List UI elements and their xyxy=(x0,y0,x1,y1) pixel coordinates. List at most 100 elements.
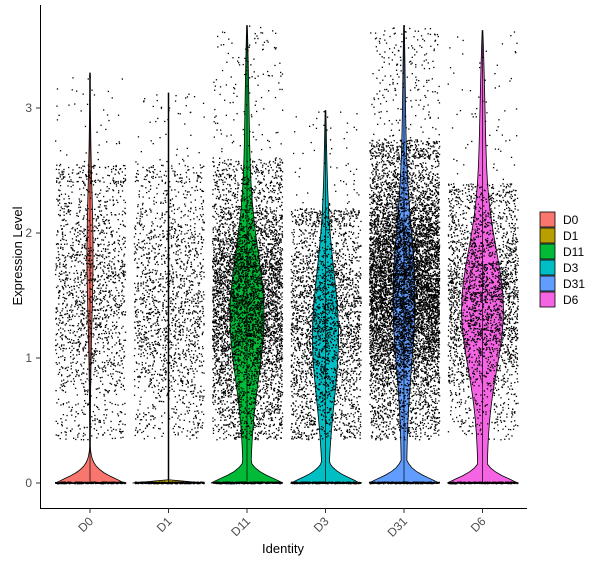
data-point xyxy=(99,298,101,301)
data-point xyxy=(248,387,251,389)
data-point xyxy=(113,328,116,330)
data-point xyxy=(176,276,178,279)
data-point xyxy=(241,228,244,230)
data-point xyxy=(88,169,90,171)
data-point xyxy=(277,163,279,165)
data-point xyxy=(61,208,63,210)
data-point xyxy=(188,245,190,247)
data-point xyxy=(179,332,181,334)
data-point xyxy=(153,203,155,205)
data-point xyxy=(102,347,104,349)
data-point xyxy=(143,254,145,256)
data-point xyxy=(97,263,99,266)
data-point xyxy=(78,176,81,179)
data-point xyxy=(97,365,99,367)
data-point xyxy=(141,262,143,264)
data-point xyxy=(76,300,78,303)
data-point xyxy=(194,311,196,313)
data-point xyxy=(58,318,60,320)
data-point xyxy=(275,232,277,235)
data-point xyxy=(56,323,58,325)
data-point xyxy=(240,195,242,197)
data-point xyxy=(146,312,148,315)
data-point xyxy=(101,261,103,263)
data-point xyxy=(159,428,161,430)
data-point xyxy=(99,291,101,293)
data-point xyxy=(107,336,110,338)
data-point xyxy=(148,313,150,315)
data-point xyxy=(152,247,154,249)
data-point xyxy=(173,425,176,427)
data-point xyxy=(173,354,175,356)
data-point xyxy=(69,210,72,212)
data-point xyxy=(93,374,95,376)
data-point xyxy=(157,324,160,326)
data-point xyxy=(64,385,66,388)
data-point xyxy=(219,305,221,307)
data-point xyxy=(73,437,75,439)
data-point xyxy=(160,202,162,204)
data-point xyxy=(226,296,228,298)
data-point xyxy=(104,330,107,333)
data-point xyxy=(202,258,204,261)
data-point xyxy=(60,239,62,242)
data-point xyxy=(112,272,114,275)
data-point xyxy=(120,432,122,434)
data-point xyxy=(56,180,58,182)
data-point xyxy=(185,171,187,174)
data-point xyxy=(177,262,179,265)
data-point xyxy=(150,185,152,187)
data-point xyxy=(233,402,235,404)
data-point xyxy=(164,190,166,192)
data-point xyxy=(169,280,171,283)
data-point xyxy=(165,281,167,284)
data-point xyxy=(196,334,199,336)
data-point xyxy=(83,257,85,259)
data-point xyxy=(188,351,190,353)
data-point xyxy=(71,372,73,374)
data-point xyxy=(174,325,177,327)
data-point xyxy=(111,214,113,216)
data-point xyxy=(112,258,114,260)
data-point xyxy=(59,202,61,204)
data-point xyxy=(114,365,117,367)
data-point xyxy=(184,305,186,307)
data-point xyxy=(89,482,92,485)
data-point xyxy=(124,424,126,426)
data-point xyxy=(99,210,101,212)
data-point xyxy=(87,229,90,232)
data-point xyxy=(186,266,188,268)
data-point xyxy=(177,234,179,236)
data-point xyxy=(149,208,151,210)
data-point xyxy=(97,324,99,326)
data-point xyxy=(195,416,197,418)
data-point xyxy=(145,481,147,483)
data-point xyxy=(91,251,93,253)
data-point xyxy=(154,482,157,485)
data-point xyxy=(68,482,70,484)
data-point xyxy=(76,214,78,217)
data-point xyxy=(181,181,183,184)
data-point xyxy=(179,358,181,360)
data-point xyxy=(241,426,243,428)
data-point xyxy=(245,249,247,251)
data-point xyxy=(181,381,183,383)
data-point xyxy=(189,368,191,370)
data-point xyxy=(271,362,274,364)
data-point xyxy=(167,482,169,485)
data-point xyxy=(185,394,188,396)
data-point xyxy=(68,104,70,106)
data-point xyxy=(109,401,111,403)
data-point xyxy=(171,317,174,319)
data-point xyxy=(221,232,224,234)
data-point xyxy=(157,236,160,238)
data-point xyxy=(173,235,175,237)
data-point xyxy=(57,297,60,299)
data-point xyxy=(71,89,73,91)
data-point xyxy=(83,165,86,167)
data-point xyxy=(186,349,188,352)
data-point xyxy=(248,218,250,221)
data-point xyxy=(161,482,163,484)
data-point xyxy=(223,300,225,302)
data-point xyxy=(184,164,186,167)
